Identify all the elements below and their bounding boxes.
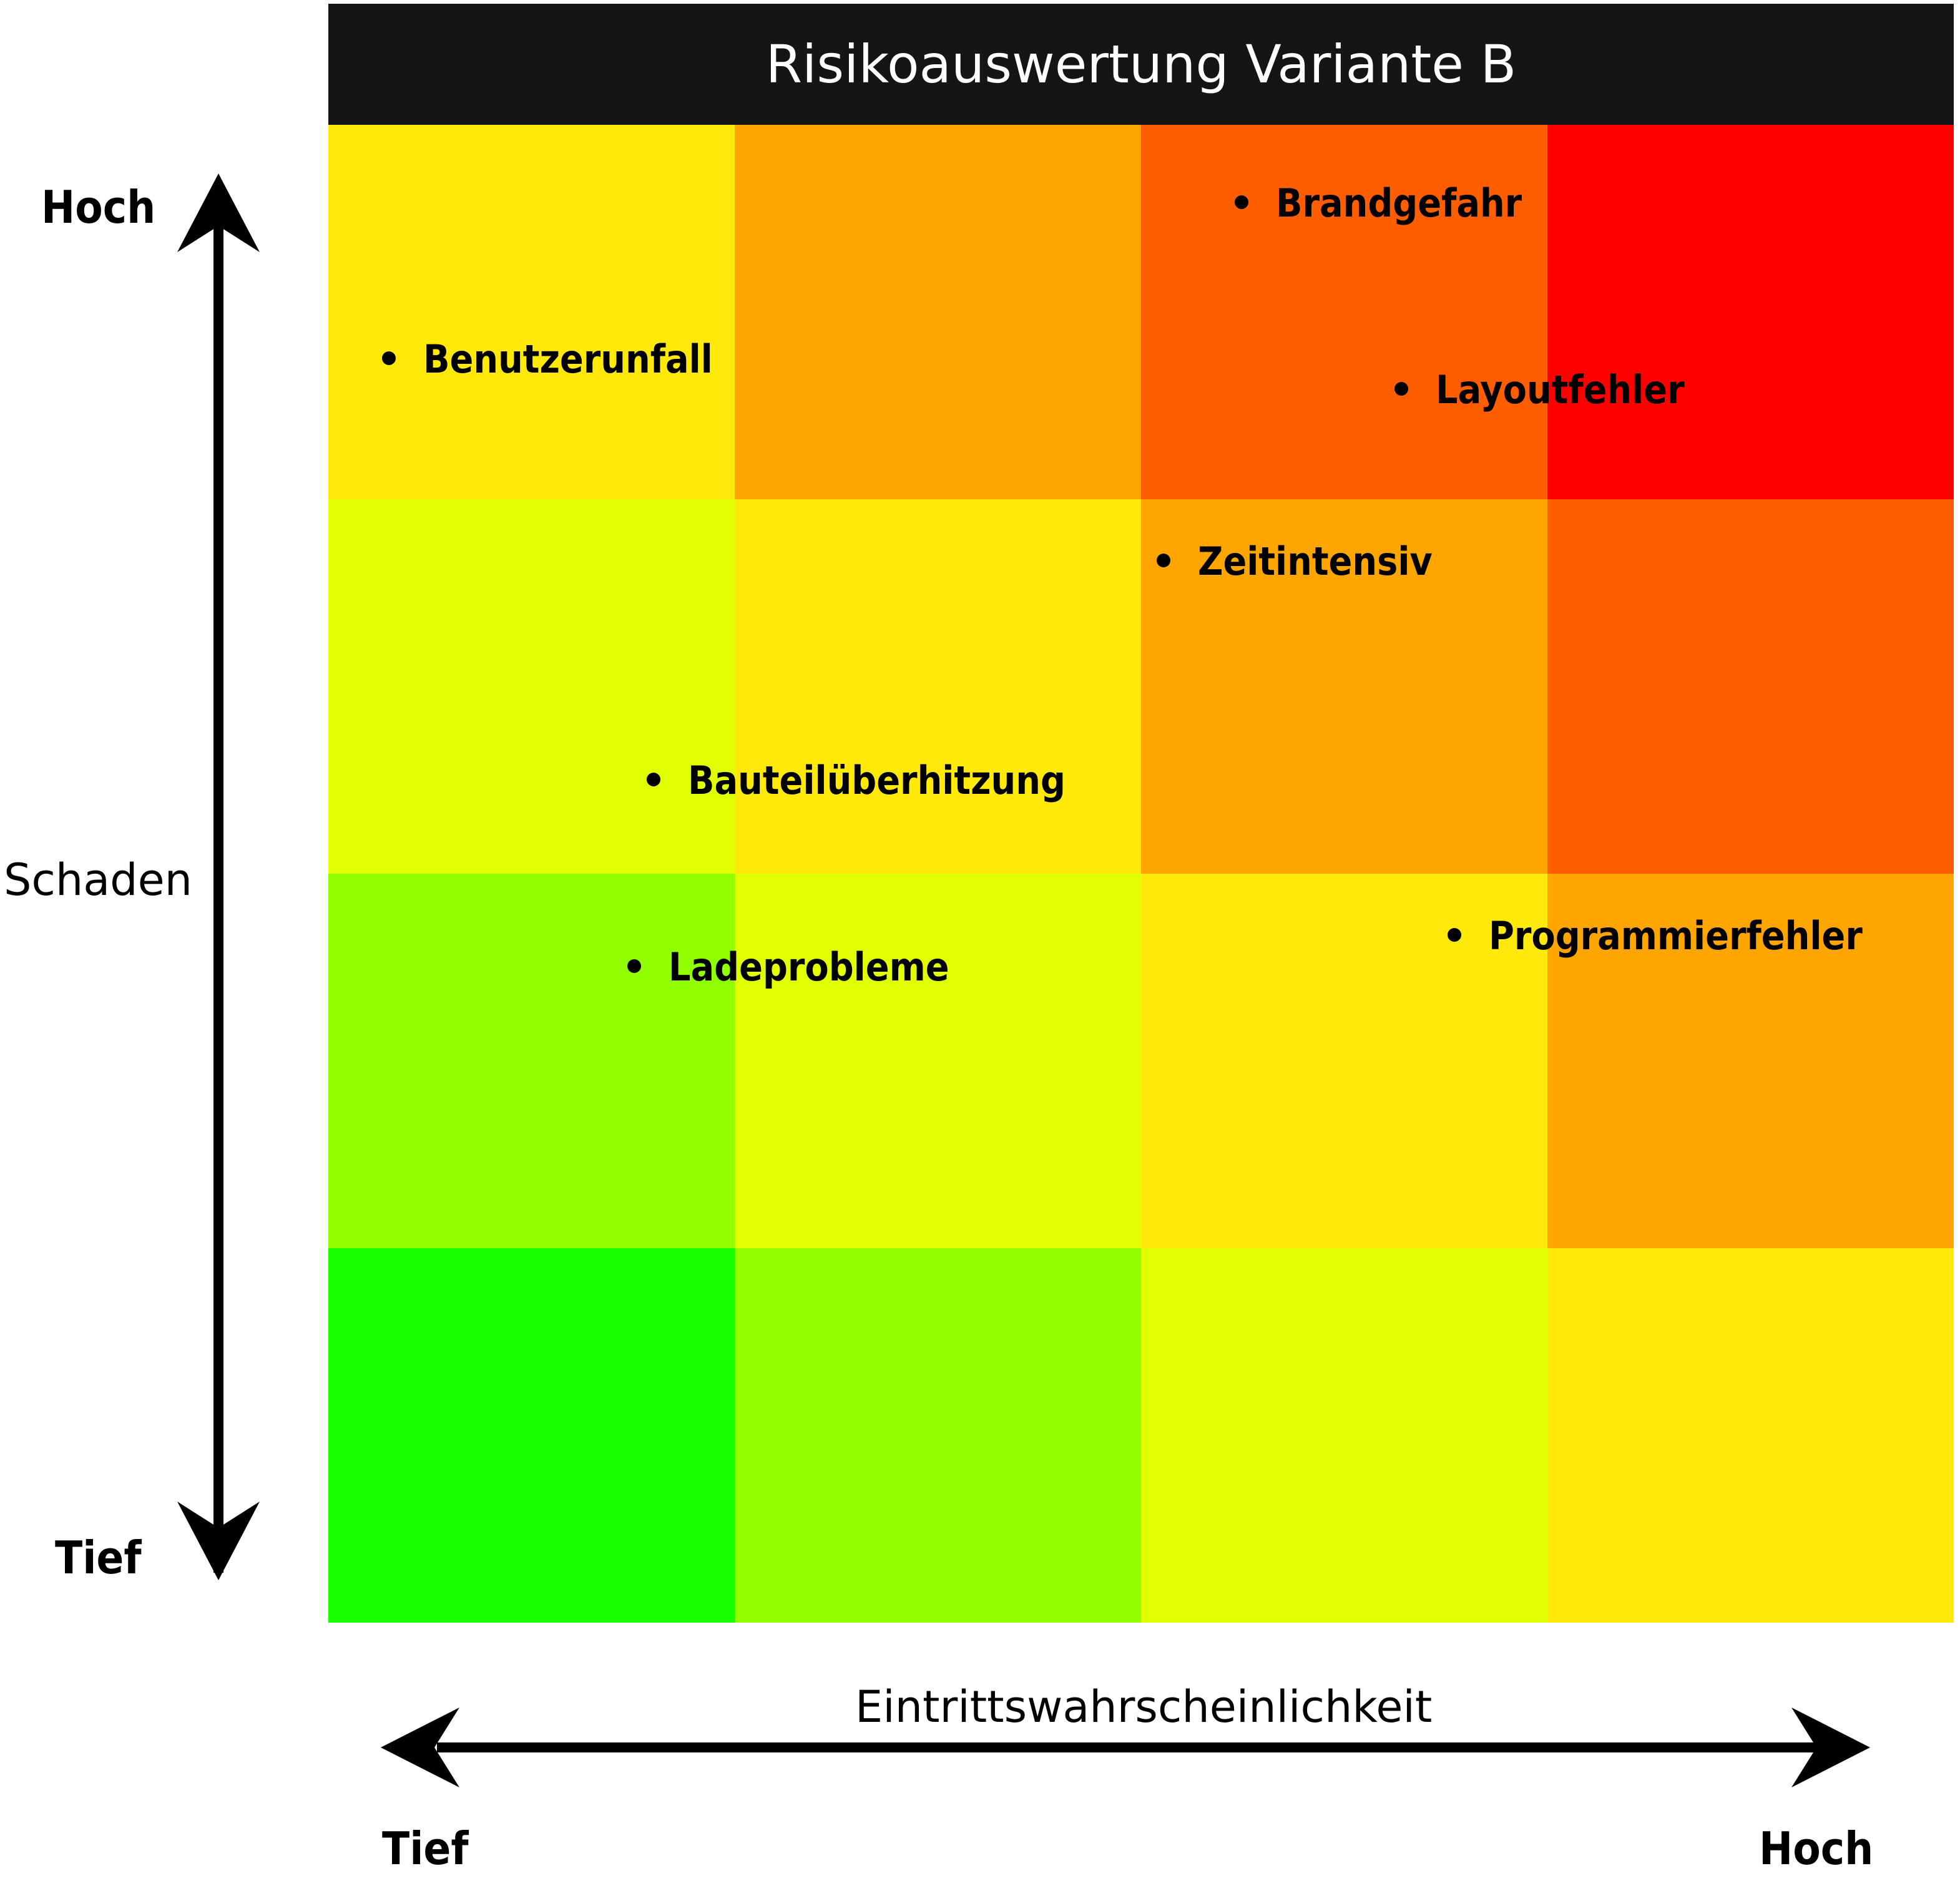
risk-item-bauteilueberhitzung: Bauteilüberhitzung: [647, 761, 1066, 800]
risk-label: Programmierfehler: [1489, 913, 1863, 959]
matrix-cell: [1141, 499, 1547, 874]
matrix-cell: [1141, 1248, 1547, 1623]
risk-item-benutzerunfall: Benutzerunfall: [382, 340, 713, 379]
matrix-cell: [328, 499, 735, 874]
risk-item-layoutfehler: Layoutfehler: [1394, 371, 1685, 409]
matrix-cell: [328, 125, 735, 499]
risk-item-programmierfehler: Programmierfehler: [1448, 917, 1863, 955]
risk-label: Benutzerunfall: [423, 336, 713, 382]
risk-label: Ladeprobleme: [669, 944, 949, 990]
risk-item-brandgefahr: Brandgefahr: [1235, 184, 1522, 223]
y-axis-high-label: Hoch: [41, 181, 156, 233]
matrix-cell: [1547, 499, 1954, 874]
matrix-cell: [1547, 1248, 1954, 1623]
matrix-cell: [735, 499, 1141, 874]
bullet-icon: [382, 351, 396, 365]
risk-item-ladeprobleme: Ladeprobleme: [627, 948, 949, 987]
title-bar: Risikoauswertung Variante B: [328, 4, 1954, 125]
risk-label: Layoutfehler: [1436, 367, 1685, 413]
risk-item-zeitintensiv: Zeitintensiv: [1157, 542, 1433, 581]
y-axis-label: Schaden: [4, 854, 193, 906]
matrix-cell: [735, 125, 1141, 499]
risk-label: Bauteilüberhitzung: [688, 758, 1066, 803]
bullet-icon: [647, 772, 660, 786]
y-axis-low-label: Tief: [55, 1532, 142, 1584]
bullet-icon: [1394, 381, 1408, 396]
matrix-cell: [735, 874, 1141, 1248]
bullet-icon: [627, 959, 641, 973]
x-axis-high-label: Hoch: [1759, 1822, 1874, 1875]
risk-label: Brandgefahr: [1276, 180, 1522, 226]
x-axis-low-label: Tief: [382, 1822, 469, 1875]
matrix-cell: [1547, 125, 1954, 499]
vertical-arrow-icon: [177, 173, 260, 1580]
bullet-icon: [1448, 927, 1461, 942]
matrix-cell: [328, 874, 735, 1248]
diagram-title: Risikoauswertung Variante B: [765, 34, 1517, 95]
risk-label: Zeitintensiv: [1198, 539, 1433, 584]
x-axis-label: Eintrittswahrscheinlichkeit: [855, 1681, 1433, 1732]
matrix-cell: [1141, 125, 1547, 499]
horizontal-arrow-icon: [381, 1708, 1870, 1787]
bullet-icon: [1157, 553, 1170, 567]
matrix-cell: [328, 1248, 735, 1623]
matrix-cell: [735, 1248, 1141, 1623]
bullet-icon: [1235, 195, 1248, 209]
risk-matrix: [328, 125, 1954, 1623]
matrix-cell: [1547, 874, 1954, 1248]
matrix-cell: [1141, 874, 1547, 1248]
